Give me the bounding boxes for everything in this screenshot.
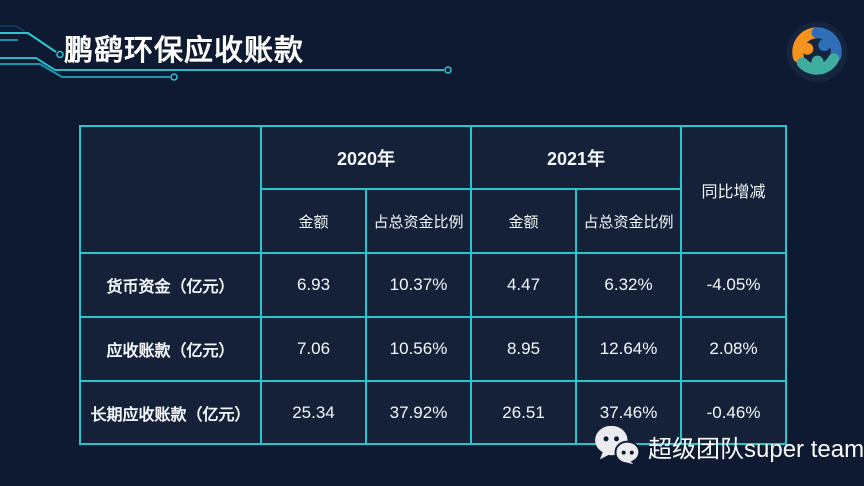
row-label: 货币资金（亿元） xyxy=(79,252,262,318)
team-swirl-logo-icon xyxy=(786,21,848,83)
row-label: 应收账款（亿元） xyxy=(79,316,262,382)
cell-value: 2.08% xyxy=(680,316,788,382)
wechat-icon xyxy=(595,426,640,466)
receivables-table: 2020年 2021年 同比增减 金额 占总资金比例 金额 占总资金比例 货币资… xyxy=(79,125,788,445)
cell-value: 6.32% xyxy=(575,252,683,318)
circuit-lines-icon xyxy=(0,25,452,81)
row-label: 长期应收账款（亿元） xyxy=(79,380,262,445)
watermark: 超级团队super team xyxy=(594,426,864,466)
cell-value: 10.37% xyxy=(364,252,473,318)
receivables-table-container: 2020年 2021年 同比增减 金额 占总资金比例 金额 占总资金比例 货币资… xyxy=(79,125,788,445)
subheader-amount-2021: 金额 xyxy=(470,188,578,254)
page-title: 鹏鹞环保应收账款 xyxy=(64,35,305,67)
table-row-longterm-receivables: 长期应收账款（亿元） 25.34 37.92% 26.51 37.46% -0.… xyxy=(79,380,788,445)
corner-empty-cell xyxy=(79,125,262,254)
yoy-change-header: 同比增减 xyxy=(680,125,788,254)
cell-value: 6.93 xyxy=(260,252,367,318)
year-2021-header: 2021年 xyxy=(470,125,683,190)
cell-value: 12.64% xyxy=(575,316,683,382)
cell-value: 25.34 xyxy=(260,380,367,445)
cell-value: 37.46% xyxy=(575,380,683,445)
cell-value: -0.46% xyxy=(680,380,788,445)
subheader-ratio-2021: 占总资金比例 xyxy=(575,188,683,254)
year-2020-header: 2020年 xyxy=(259,125,473,190)
cell-value: 8.95 xyxy=(470,316,578,382)
subheader-amount-2020: 金额 xyxy=(260,188,367,254)
cell-value: 10.56% xyxy=(364,316,473,382)
table-row-receivables: 应收账款（亿元） 7.06 10.56% 8.95 12.64% 2.08% xyxy=(79,316,788,382)
cell-value: 26.51 xyxy=(470,380,578,445)
watermark-text: 超级团队super team xyxy=(648,435,864,463)
table-row-cash: 货币资金（亿元） 6.93 10.37% 4.47 6.32% -4.05% xyxy=(79,252,788,318)
subheader-ratio-2020: 占总资金比例 xyxy=(364,188,473,254)
cell-value: 4.47 xyxy=(470,252,578,318)
cell-value: 37.92% xyxy=(364,380,473,445)
cell-value: -4.05% xyxy=(680,252,788,318)
cell-value: 7.06 xyxy=(260,316,367,382)
